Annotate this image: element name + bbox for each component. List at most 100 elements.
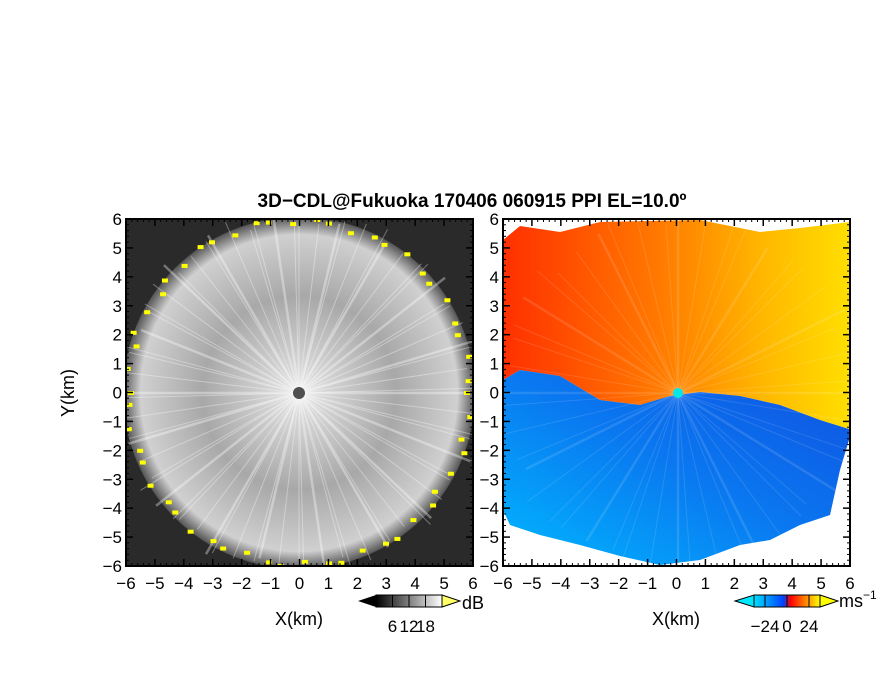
reflectivity-x-tick-label: 2 <box>353 574 362 593</box>
radial-ray <box>298 339 473 395</box>
radial-ray <box>138 392 300 463</box>
radial-ray <box>298 392 305 566</box>
radial-ray <box>297 392 390 548</box>
radial-ray <box>151 392 300 479</box>
velocity-colorbar-high-extend <box>819 594 840 608</box>
radial-ray <box>140 392 300 491</box>
radial-ray <box>677 286 826 394</box>
radial-ray <box>298 392 433 520</box>
radial-ray <box>126 392 300 440</box>
radial-ray <box>298 392 449 475</box>
radial-ray <box>665 223 679 394</box>
radial-ray <box>677 392 850 422</box>
edge-echo-cell <box>426 281 433 286</box>
velocity-colorbar-tick-label: 0 <box>782 617 791 636</box>
reflectivity-colorbar-tick-label: 6 <box>388 617 397 636</box>
edge-echo-cell <box>359 548 366 553</box>
edge-echo-cell <box>466 354 473 359</box>
velocity-y-tick-label: 0 <box>490 384 499 403</box>
radial-ray <box>293 219 300 394</box>
radial-ray <box>298 392 473 441</box>
radial-ray <box>253 224 300 394</box>
reflectivity-colorbar-high-extend <box>441 594 462 608</box>
edge-echo-cell <box>465 379 472 384</box>
edge-echo-cell <box>187 529 194 534</box>
radial-ray <box>297 223 341 394</box>
radial-ray <box>298 392 472 414</box>
edge-echo-cell <box>197 245 204 250</box>
velocity-x-tick-label: 0 <box>672 574 681 593</box>
reflectivity-y-tick-label: −6 <box>103 557 122 576</box>
figure-title: 3D−CDL@Fukuoka 170406 060915 PPI EL=10.0… <box>258 191 687 212</box>
reflectivity-x-tick-label: 0 <box>295 574 304 593</box>
radial-ray <box>575 251 679 394</box>
radial-ray <box>225 221 300 394</box>
radial-ray <box>607 224 679 394</box>
radial-ray <box>677 308 845 395</box>
edge-echo-cell <box>430 503 437 508</box>
edge-echo-cell <box>447 471 454 476</box>
radial-ray <box>676 247 769 394</box>
radial-ray <box>636 219 679 394</box>
radial-ray <box>504 392 679 435</box>
velocity-y-tick-label: 1 <box>490 355 499 374</box>
edge-echo-cell <box>467 415 473 420</box>
reflectivity-y-axis-label: Y(km) <box>58 369 78 417</box>
reflectivity-x-tick-label: −2 <box>232 574 251 593</box>
radial-ray <box>211 392 300 554</box>
radial-ray <box>297 245 386 394</box>
radial-ray <box>298 276 446 394</box>
velocity-x-tick-label: −3 <box>580 574 599 593</box>
radial-ray <box>297 392 326 566</box>
radial-ray <box>503 392 679 406</box>
radial-ray <box>258 392 301 559</box>
radial-ray <box>179 392 300 520</box>
reflectivity-colorbar-unit: dB <box>462 593 484 613</box>
radial-ray <box>298 263 429 394</box>
edge-echo-cell <box>265 220 272 225</box>
radial-ray <box>677 261 793 394</box>
reflectivity-x-tick-label: −5 <box>145 574 164 593</box>
radial-ray <box>677 266 805 394</box>
radial-ray <box>585 392 680 542</box>
radial-ray <box>677 219 707 394</box>
radial-ray <box>298 368 468 394</box>
radial-ray <box>298 392 372 561</box>
radial-ray <box>196 392 300 530</box>
edge-echo-cell <box>130 330 137 335</box>
radial-ray <box>178 272 300 394</box>
velocity-x-tick-label: 3 <box>759 574 768 593</box>
radial-ray <box>144 303 300 394</box>
edge-echo-cell <box>137 448 144 453</box>
reflectivity-y-tick-label: 3 <box>113 297 122 316</box>
edge-echo-cell <box>210 539 217 544</box>
reflectivity-colorbar-tick-label: 12 <box>400 617 419 636</box>
radial-ray <box>152 283 300 394</box>
edge-echo-cell <box>347 231 354 236</box>
edge-echo-cell <box>381 242 388 247</box>
radial-ray <box>298 345 473 394</box>
velocity-y-tick-label: 3 <box>490 297 499 316</box>
velocity-colorbar-tick-label: −24 <box>751 617 780 636</box>
radial-ray <box>510 365 679 394</box>
edge-echo-cell <box>126 427 132 432</box>
velocity-colorbar: ms−1 −24 0 24 <box>733 588 877 636</box>
edge-echo-cell <box>461 451 468 456</box>
radial-ray <box>155 392 300 507</box>
radial-ray <box>548 392 679 523</box>
velocity-y-tick-label: 4 <box>490 268 499 287</box>
radial-ray <box>537 270 679 394</box>
radial-ray <box>126 392 300 419</box>
edge-echo-cell <box>147 483 154 488</box>
radial-ray <box>525 391 679 471</box>
velocity-y-tick-label: −4 <box>480 499 499 518</box>
reflectivity-y-tick-label: −1 <box>103 412 122 431</box>
radial-ray <box>190 256 300 394</box>
radial-ray <box>677 392 802 517</box>
reflectivity-rays <box>126 219 473 566</box>
edge-echo-cell <box>232 233 239 238</box>
radial-ray <box>597 233 680 394</box>
radial-ray <box>526 392 679 503</box>
